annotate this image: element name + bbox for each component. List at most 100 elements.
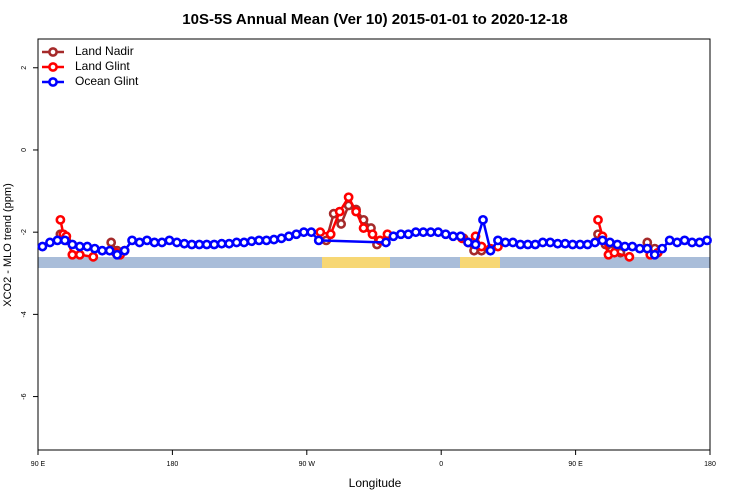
data-point xyxy=(463,237,473,248)
data-point xyxy=(388,231,399,242)
chart-title: 10S-5S Annual Mean (Ver 10) 2015-01-01 t… xyxy=(182,11,567,28)
data-point xyxy=(418,227,429,238)
data-point xyxy=(45,237,55,248)
data-point xyxy=(343,192,354,203)
data-point xyxy=(59,235,70,246)
data-point xyxy=(634,243,645,254)
data-point xyxy=(276,233,287,244)
x-axis-label: Longitude xyxy=(349,476,402,490)
data-point xyxy=(134,237,145,248)
data-point xyxy=(478,214,488,225)
y-tick-label: -2 xyxy=(21,229,28,235)
data-point xyxy=(367,229,378,240)
legend-label: Ocean Glint xyxy=(75,74,139,88)
data-point xyxy=(336,219,347,229)
data-point xyxy=(433,227,444,238)
data-point xyxy=(254,235,264,246)
data-point xyxy=(315,227,326,238)
data-point xyxy=(82,241,93,252)
data-point xyxy=(455,231,466,242)
data-point xyxy=(194,239,205,250)
data-point xyxy=(149,237,160,248)
data-point xyxy=(231,237,242,248)
data-point xyxy=(67,239,78,250)
data-point xyxy=(179,238,190,249)
data-point xyxy=(597,235,608,246)
data-point xyxy=(37,241,48,252)
y-tick-label: 2 xyxy=(21,66,28,70)
data-point xyxy=(567,239,578,250)
data-point xyxy=(381,237,391,248)
data-point xyxy=(224,238,235,249)
data-point xyxy=(186,239,197,250)
x-tick-label: 180 xyxy=(704,461,716,468)
data-point xyxy=(470,239,481,250)
data-point xyxy=(269,234,279,245)
data-point xyxy=(201,239,212,250)
data-point xyxy=(664,235,675,246)
data-point xyxy=(657,243,668,254)
data-point xyxy=(552,238,563,249)
data-point xyxy=(351,206,361,217)
data-point xyxy=(157,237,167,248)
data-point xyxy=(702,235,712,246)
data-point xyxy=(106,237,117,248)
data-point xyxy=(515,239,526,250)
data-point xyxy=(395,229,406,240)
data-point xyxy=(89,243,100,254)
data-point xyxy=(52,235,63,246)
data-point xyxy=(612,239,623,250)
data-point xyxy=(127,235,137,246)
data-point xyxy=(171,237,182,248)
data-point xyxy=(530,239,541,250)
legend-label: Land Glint xyxy=(75,59,130,73)
data-point xyxy=(112,249,123,260)
y-tick-label: -4 xyxy=(21,311,28,317)
x-tick-label: 180 xyxy=(167,461,179,468)
data-point xyxy=(410,227,421,238)
x-tick-label: 90 E xyxy=(31,461,46,468)
data-point xyxy=(522,239,533,250)
map-land-band xyxy=(460,257,500,268)
data-point xyxy=(679,235,690,246)
x-tick-label: 90 E xyxy=(568,461,583,468)
data-point xyxy=(687,237,697,248)
data-point xyxy=(575,239,585,250)
plot-frame xyxy=(37,38,711,451)
data-point xyxy=(88,251,99,262)
data-point xyxy=(306,227,317,238)
y-axis-label: XCO2 - MLO trend (ppm) xyxy=(2,183,14,306)
data-point xyxy=(500,237,511,248)
data-point xyxy=(283,231,294,242)
data-point xyxy=(334,206,345,217)
data-point xyxy=(440,229,451,240)
data-point xyxy=(537,237,548,248)
data-point xyxy=(67,249,78,260)
data-point xyxy=(425,227,436,238)
x-tick-label: 90 W xyxy=(299,461,316,468)
data-point xyxy=(627,241,638,252)
legend-marker xyxy=(48,77,58,87)
legend-label: Land Nadir xyxy=(75,44,134,58)
data-point xyxy=(672,237,683,248)
data-point xyxy=(298,227,309,238)
data-point xyxy=(609,247,620,258)
legend-marker xyxy=(48,47,58,57)
data-point xyxy=(246,236,257,247)
data-point xyxy=(545,237,556,248)
data-point xyxy=(493,235,503,246)
map-land-band xyxy=(322,257,390,268)
data-point xyxy=(97,245,108,256)
data-point xyxy=(590,237,600,248)
data-point xyxy=(291,229,302,240)
x-tick-label: 0 xyxy=(439,461,443,468)
data-point xyxy=(119,245,130,256)
y-tick-label: 0 xyxy=(21,148,28,152)
data-point xyxy=(485,245,496,256)
data-point xyxy=(403,229,414,240)
data-point xyxy=(507,237,518,248)
data-point xyxy=(261,235,272,246)
data-point xyxy=(560,238,571,249)
data-point xyxy=(164,235,175,246)
